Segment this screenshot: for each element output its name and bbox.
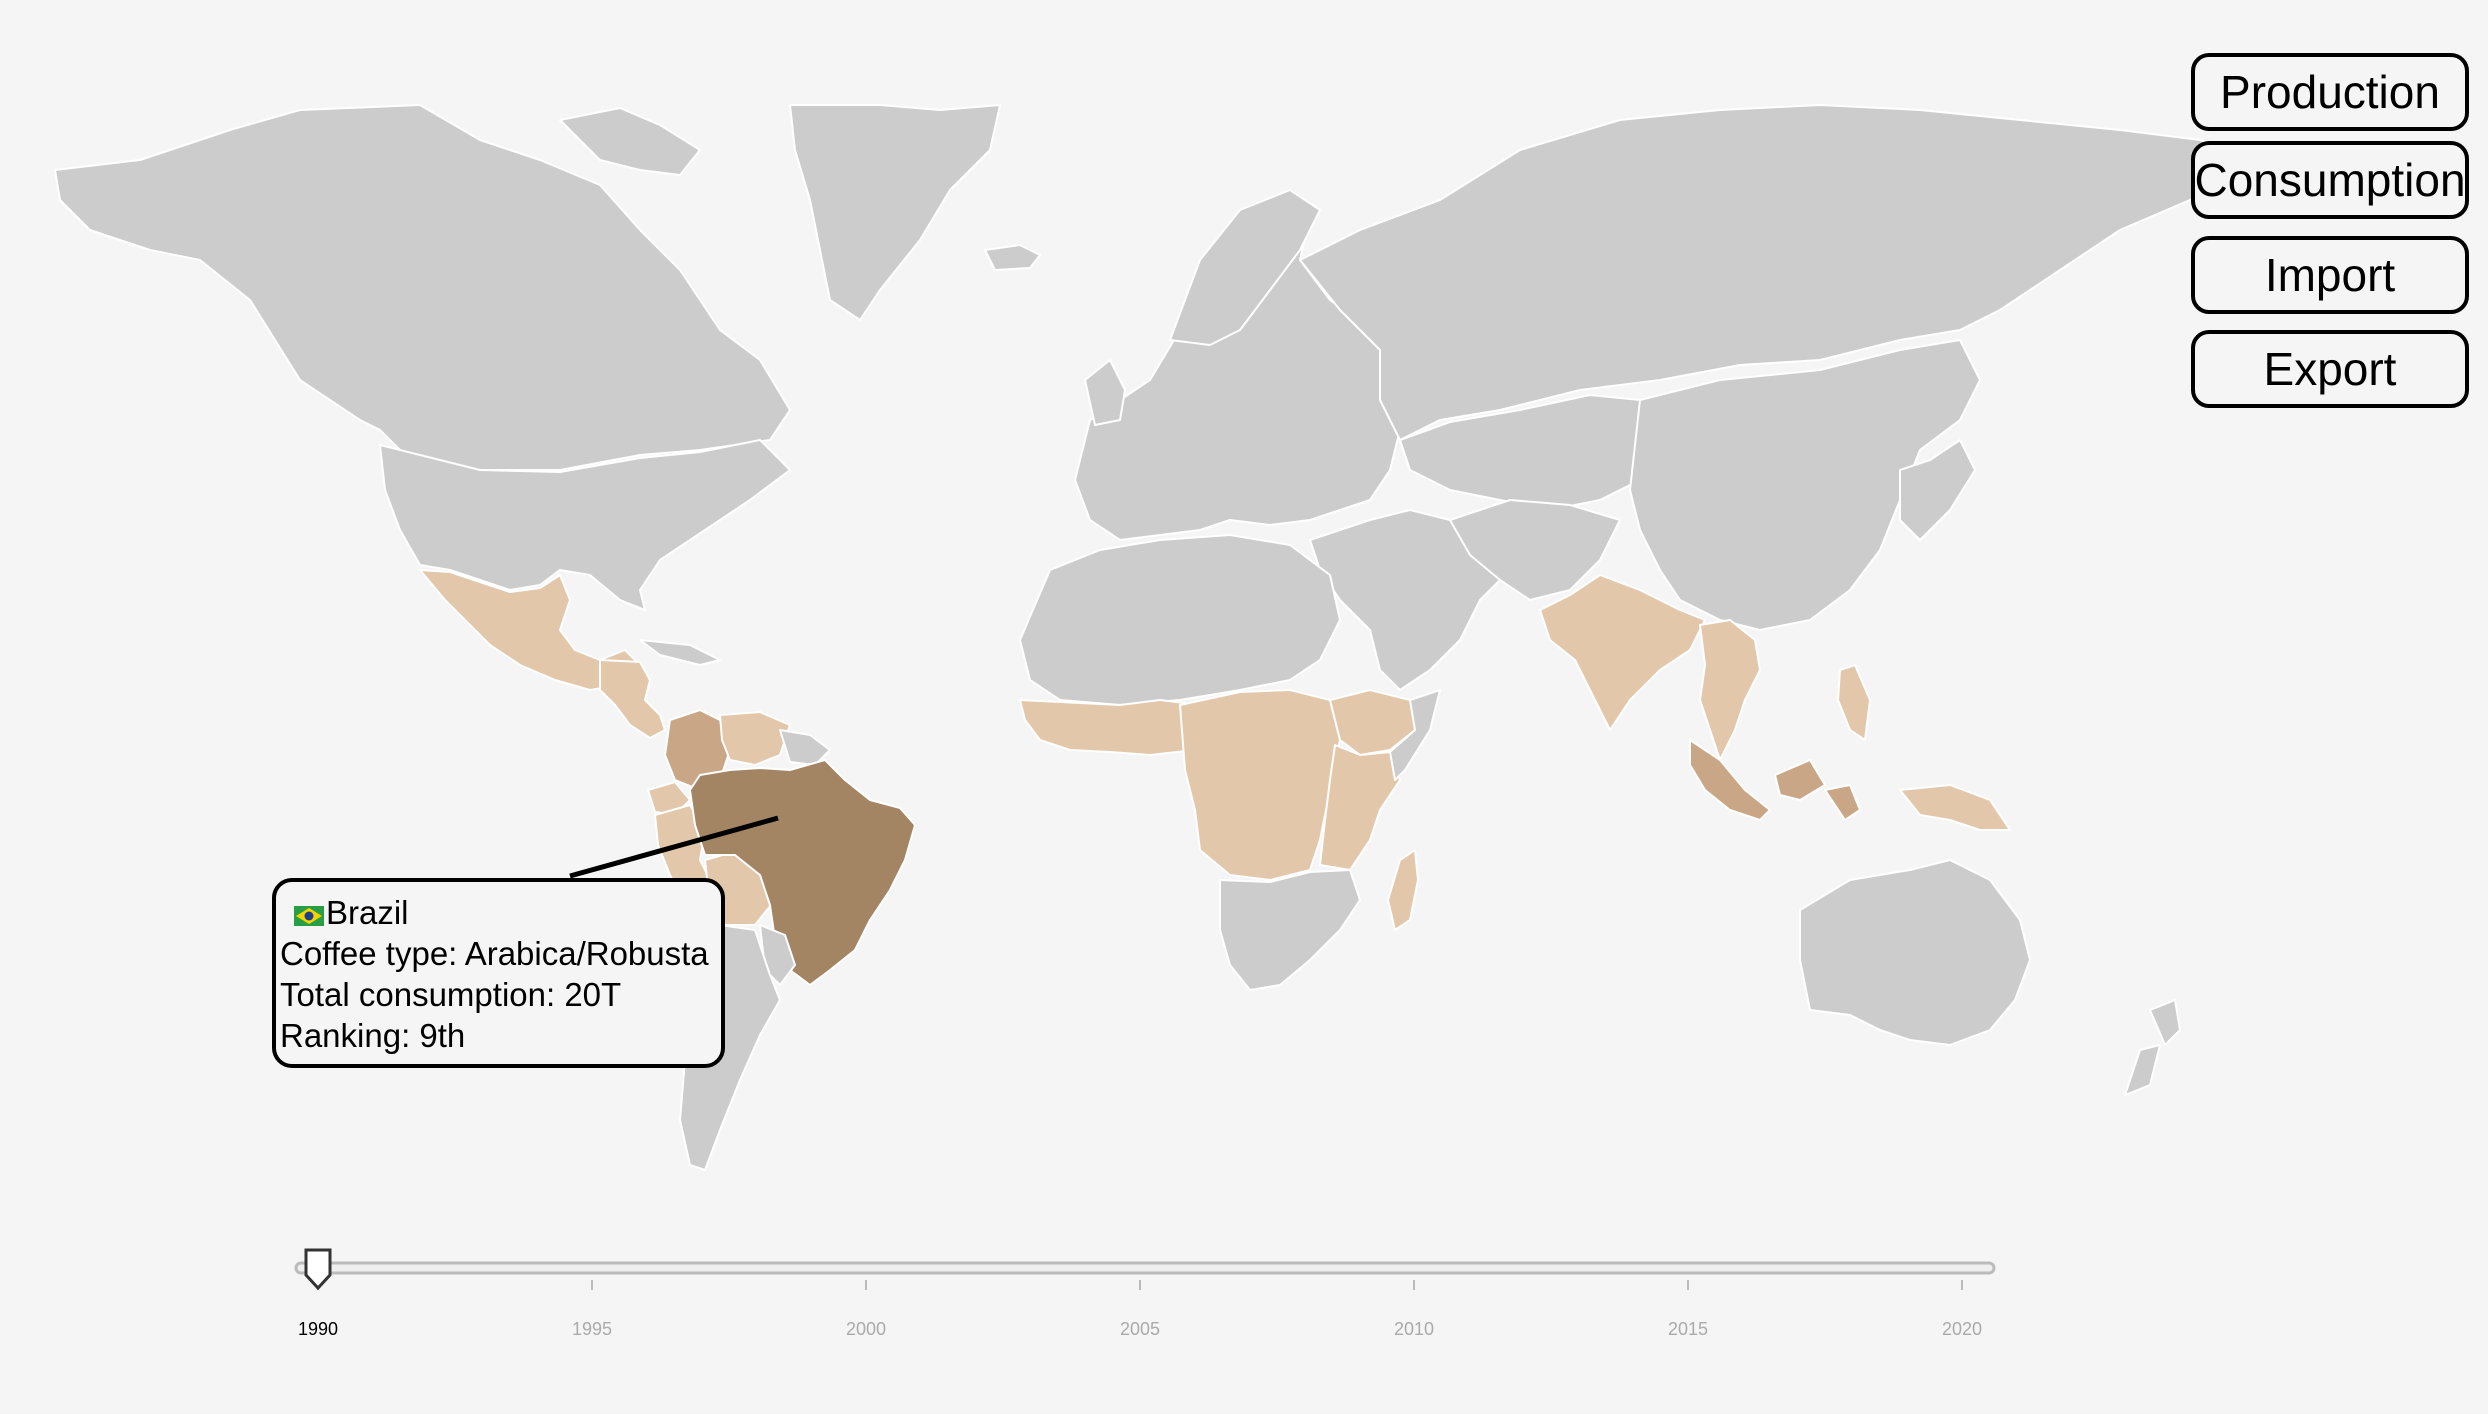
tooltip-country: Brazil: [326, 894, 409, 931]
country-philippines[interactable]: [1837, 664, 1871, 741]
caribbean-islands[interactable]: [639, 639, 721, 666]
import-button[interactable]: Import: [2191, 236, 2469, 314]
country-india[interactable]: [1539, 574, 1706, 731]
mainland-southeast-asia[interactable]: [1699, 619, 1761, 761]
slider-tick-label: 2020: [1942, 1319, 1982, 1339]
scandinavia[interactable]: [1169, 189, 1321, 346]
central-africa[interactable]: [1179, 689, 1341, 881]
tooltip-total: Total consumption: 20T: [280, 976, 622, 1013]
central-america[interactable]: [599, 659, 666, 739]
country-uk-ireland[interactable]: [1084, 359, 1126, 426]
country-madagascar[interactable]: [1387, 849, 1419, 931]
country-somalia[interactable]: [1389, 689, 1441, 781]
tooltip-ranking: Ranking: 9th: [280, 1017, 466, 1054]
slider-tick-label: 2000: [846, 1319, 886, 1339]
slider-tick-label: 1995: [572, 1319, 612, 1339]
southern-africa[interactable]: [1219, 869, 1361, 991]
country-venezuela[interactable]: [719, 711, 791, 766]
middle-east[interactable]: [1309, 509, 1511, 691]
country-mexico[interactable]: [419, 569, 641, 691]
year-slider[interactable]: 1990 1995 2000 2005 2010 2015 2020: [280, 1240, 2020, 1360]
country-tooltip: Brazil Coffee type: Arabica/Robusta Tota…: [272, 878, 725, 1068]
east-africa[interactable]: [1319, 744, 1401, 871]
country-papua-new-guinea[interactable]: [1899, 784, 2011, 831]
country-australia[interactable]: [1799, 859, 2031, 1046]
country-usa[interactable]: [379, 439, 791, 611]
slider-tick-label: 2010: [1394, 1319, 1434, 1339]
slider-tick-label: 1990: [298, 1319, 338, 1339]
greenland[interactable]: [789, 104, 1001, 321]
slider-tick-label: 2005: [1120, 1319, 1160, 1339]
tooltip-coffee-type: Coffee type: Arabica/Robusta: [280, 935, 709, 972]
slider-track[interactable]: [294, 1261, 1996, 1275]
country-indonesia[interactable]: [1689, 739, 1861, 821]
export-button[interactable]: Export: [2191, 330, 2469, 408]
country-new-zealand[interactable]: [2124, 999, 2181, 1096]
country-korea-japan[interactable]: [1899, 439, 1976, 541]
country-china-mongolia[interactable]: [1629, 339, 1981, 631]
arctic-islands[interactable]: [559, 107, 701, 176]
consumption-button[interactable]: Consumption: [2191, 141, 2469, 219]
production-button[interactable]: Production: [2191, 53, 2469, 131]
country-iran-afghanistan-pakistan[interactable]: [1449, 499, 1621, 601]
brazil-flag-icon: [294, 906, 324, 926]
north-africa[interactable]: [1019, 534, 1341, 706]
tooltip-title: Brazil: [280, 892, 721, 933]
country-russia[interactable]: [1299, 104, 2261, 441]
country-guianas[interactable]: [779, 729, 831, 766]
slider-handle[interactable]: [304, 1248, 332, 1291]
country-iceland[interactable]: [984, 244, 1041, 271]
slider-tick-label: 2015: [1668, 1319, 1708, 1339]
slider-ticks: 1990 1995 2000 2005 2010 2015 2020: [298, 1280, 1982, 1339]
